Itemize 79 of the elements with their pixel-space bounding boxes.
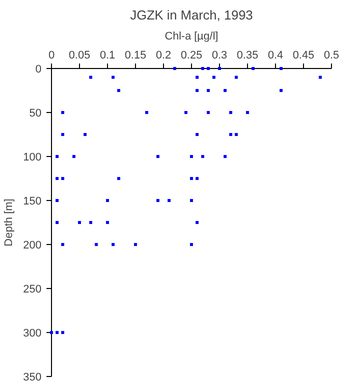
x-axis-title: Chl-a [µg/l]	[164, 30, 218, 42]
point	[252, 67, 255, 70]
y-tick-label: 100	[23, 152, 42, 164]
point	[206, 89, 210, 92]
x-tick-label: 0	[48, 50, 55, 62]
point	[84, 133, 87, 136]
x-tick-label: 0.35	[236, 50, 258, 62]
point	[56, 331, 59, 334]
y-tick-label: 200	[23, 240, 42, 252]
point	[117, 177, 120, 180]
point	[168, 199, 171, 202]
point	[190, 199, 193, 202]
x-tick-label: 0.1	[100, 50, 116, 62]
point	[224, 89, 227, 92]
point	[89, 221, 92, 224]
point	[196, 76, 199, 79]
point	[212, 76, 216, 79]
x-tick-label: 0.05	[68, 50, 90, 62]
point	[106, 221, 109, 224]
x-tick-label: 0.15	[124, 50, 146, 62]
x-tick-label: 0.25	[180, 50, 202, 62]
point	[201, 155, 204, 158]
point	[206, 67, 210, 70]
chart-title: JGZK in March, 1993	[130, 8, 253, 22]
point	[224, 155, 227, 158]
point	[280, 89, 283, 92]
point	[89, 76, 92, 79]
y-axis-title: Depth [m]	[3, 198, 16, 246]
point	[229, 111, 232, 114]
point	[173, 67, 176, 70]
point	[229, 133, 232, 136]
x-tick-label: 0.4	[268, 50, 284, 62]
point	[218, 67, 221, 70]
point	[61, 133, 64, 136]
point	[61, 111, 64, 114]
point	[56, 221, 59, 224]
point	[190, 243, 193, 246]
point	[72, 155, 76, 158]
x-tick-label: 0.3	[212, 50, 228, 62]
y-tick-label: 250	[23, 284, 42, 296]
y-tick-label: 50	[29, 108, 42, 120]
point	[156, 199, 160, 202]
point	[246, 111, 249, 114]
point	[196, 133, 199, 136]
point	[112, 76, 115, 79]
point	[134, 243, 137, 246]
point	[56, 199, 59, 202]
point	[56, 177, 59, 180]
point	[112, 243, 115, 246]
y-tick-label: 350	[23, 372, 42, 384]
point	[196, 221, 199, 224]
x-tick-label: 0.2	[156, 50, 172, 62]
point	[201, 67, 204, 70]
point	[206, 111, 210, 114]
point	[145, 111, 148, 114]
point	[234, 133, 238, 136]
y-tick-label: 0	[35, 64, 42, 76]
point	[196, 89, 199, 92]
point	[50, 331, 53, 334]
point	[234, 76, 238, 79]
point	[78, 221, 81, 224]
y-tick-label: 150	[23, 196, 42, 208]
point	[61, 177, 64, 180]
point	[106, 199, 109, 202]
point	[190, 177, 193, 180]
x-tick-label: 0.5	[324, 50, 340, 62]
point	[61, 243, 64, 246]
point	[56, 155, 59, 158]
point	[117, 89, 120, 92]
y-tick-label: 300	[23, 328, 42, 340]
point	[190, 155, 193, 158]
x-tick-label: 0.45	[292, 50, 314, 62]
point	[94, 243, 98, 246]
point	[61, 331, 64, 334]
point	[184, 111, 188, 114]
point	[196, 177, 199, 180]
point	[318, 76, 322, 79]
point	[280, 67, 283, 70]
point	[156, 155, 160, 158]
